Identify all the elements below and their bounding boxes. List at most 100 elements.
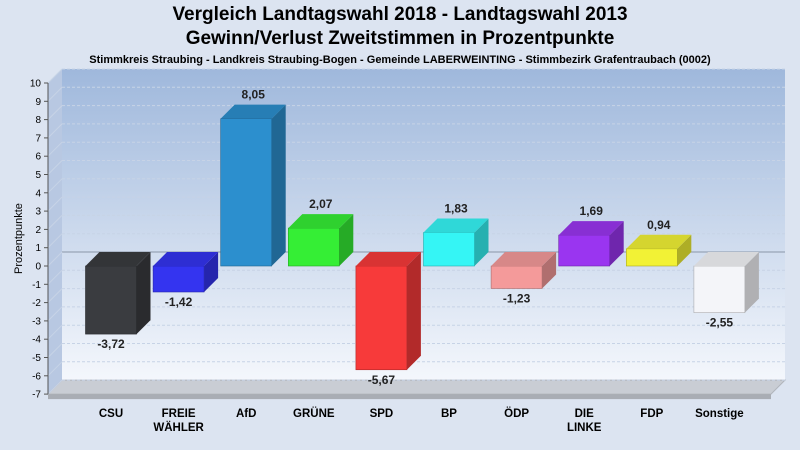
plot-floor-edge (48, 394, 771, 400)
y-tick-label: 6 (35, 152, 41, 163)
chart-location-subtitle: Stimmkreis Straubing - Landkreis Straubi… (89, 54, 711, 66)
bar-front (220, 118, 272, 267)
gridline-side (47, 343, 63, 358)
bar-fdp (625, 234, 692, 267)
y-tick-label: 1 (35, 243, 41, 254)
bar-side (339, 214, 354, 266)
gridline-side (47, 196, 63, 212)
y-tick-label: 7 (35, 133, 41, 144)
y-tick-label: -1 (32, 280, 41, 291)
bar-front (625, 248, 678, 267)
data-label: -1,42 (165, 295, 193, 309)
y-tick-label: -2 (32, 298, 41, 309)
x-tick-label: GRÜNE (293, 407, 335, 420)
x-tick-label-line2: WÄHLER (153, 421, 204, 434)
bar-grüne (287, 214, 354, 267)
x-tick-label: DIE (575, 408, 595, 420)
bar-top (626, 234, 692, 249)
y-tick-label: 10 (30, 79, 42, 90)
data-label: 2,07 (309, 197, 333, 211)
y-axis-label: Prozentpunkte (13, 203, 25, 274)
data-label: 1,69 (580, 204, 604, 218)
x-tick-label: FDP (640, 408, 663, 420)
bar-side (136, 252, 151, 335)
bar-freie-wähler (152, 252, 219, 293)
gridline-side (47, 215, 63, 230)
data-label: -3,72 (97, 337, 125, 351)
bar-side (474, 218, 489, 266)
gridline-side (47, 141, 63, 157)
bar-top (558, 221, 624, 236)
gridline-side (47, 324, 63, 340)
data-label: -1,23 (503, 292, 531, 306)
bar-top (693, 252, 759, 266)
gridline-side (47, 306, 63, 322)
chart-subtitle: Gewinn/Verlust Zweitstimmen in Prozentpu… (185, 28, 615, 49)
x-tick-label: FREIE (162, 408, 196, 420)
bar-top (220, 104, 286, 119)
bar-top (153, 252, 219, 266)
y-tick-label: -3 (32, 316, 41, 327)
x-tick-label-line2: LINKE (567, 422, 602, 434)
bar-side (609, 221, 624, 266)
x-tick-label: SPD (370, 408, 394, 420)
gridline-side (47, 233, 63, 249)
gridline-side (47, 105, 63, 120)
gridline-side (47, 288, 63, 303)
gridline-side (47, 86, 63, 102)
plot-back-wall (62, 69, 785, 381)
y-tick-label: 4 (35, 188, 41, 199)
chart-title: Vergleich Landtagswahl 2018 - Landtagswa… (172, 4, 628, 25)
bar-front (355, 265, 408, 371)
bar-front (423, 232, 475, 267)
gridline-side (47, 379, 63, 395)
y-tick-label: 0 (35, 262, 41, 273)
bar-die-linke (558, 221, 624, 267)
bar-csu (85, 252, 151, 335)
bar-spd (355, 252, 421, 371)
x-tick-label: BP (441, 408, 457, 420)
bar-front (490, 265, 543, 289)
bar-side (204, 252, 219, 292)
x-tick-label: Sonstige (695, 408, 744, 420)
data-label: -2,55 (706, 316, 734, 330)
y-tick-label: -4 (32, 335, 41, 346)
bar-front (287, 227, 340, 267)
bar-top (423, 218, 489, 233)
gridline-side (47, 123, 63, 139)
plot-floor (46, 379, 787, 395)
y-tick-label: 3 (35, 207, 41, 218)
y-tick-label: 9 (35, 97, 41, 108)
data-label: 8,05 (242, 88, 266, 102)
bar-front (558, 234, 611, 267)
gridline-side (47, 68, 63, 84)
bar-sonstige (693, 252, 759, 313)
gridline-side (47, 361, 63, 377)
bar-side (744, 252, 759, 313)
bar-ödp (490, 252, 557, 289)
y-tick-label: 8 (35, 115, 41, 126)
data-label: -5,67 (368, 373, 396, 387)
bar-front (85, 265, 137, 335)
bar-side (677, 234, 692, 266)
x-tick-label: ÖDP (504, 407, 529, 420)
gridline-side (47, 178, 63, 194)
bar-top (288, 214, 354, 229)
bar-top (85, 252, 151, 266)
x-tick-label: AfD (236, 408, 256, 420)
y-tick-label: -6 (32, 371, 41, 382)
plot-side-wall (48, 69, 62, 395)
bar-front (693, 265, 746, 313)
y-tick-label: 5 (35, 170, 41, 181)
bar-front (152, 265, 205, 293)
bar-bp (423, 218, 489, 267)
gridline-side (47, 269, 63, 285)
data-label: 0,94 (647, 218, 671, 232)
gridline-side (47, 251, 63, 267)
bar-side (542, 252, 557, 289)
bar-afd (220, 104, 286, 267)
gridline-side (47, 160, 63, 175)
y-tick-label: 2 (35, 225, 41, 236)
y-tick-label: -5 (32, 353, 41, 364)
